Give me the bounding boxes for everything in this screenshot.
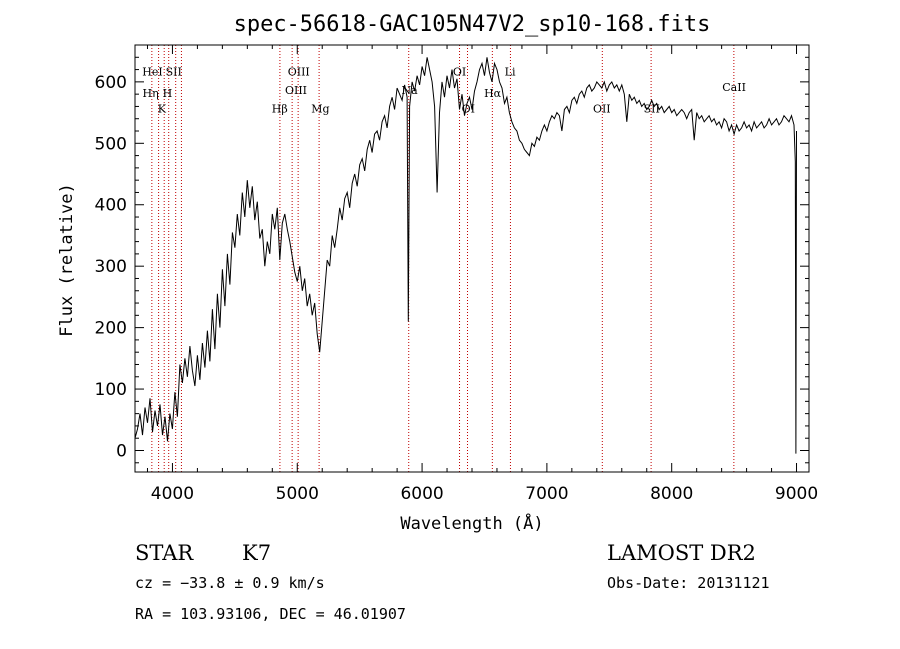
x-tick-label: 9000 (775, 484, 818, 504)
line-label: Hα (484, 87, 502, 100)
spectrum-line (134, 57, 797, 454)
line-label: HeI (142, 66, 162, 79)
x-tick-label: 7000 (525, 484, 568, 504)
line-label: SII (166, 66, 182, 79)
line-label: Mg (311, 103, 329, 116)
x-tick-label: 6000 (400, 484, 443, 504)
x-axis-label: Wavelength (Å) (400, 512, 543, 534)
x-tick-label: 8000 (650, 484, 693, 504)
y-tick-label: 400 (95, 196, 127, 216)
line-label: SII (644, 103, 660, 116)
y-tick-label: 0 (116, 441, 127, 461)
chart-title: spec-56618-GAC105N47V2_sp10-168.fits (234, 12, 711, 37)
line-label: Hη (143, 87, 159, 100)
x-tick-label: 5000 (276, 484, 319, 504)
x-tick-label: 4000 (151, 484, 194, 504)
line-label: OI (453, 66, 466, 79)
line-label: OIII (285, 84, 307, 97)
y-tick-label: 600 (95, 73, 127, 93)
object-class: STAR (135, 541, 194, 565)
x-axis: 4000 5000 6000 7000 8000 9000 (146, 45, 818, 504)
observation-date: Obs-Date: 20131121 (607, 574, 770, 592)
line-label: Li (505, 66, 516, 79)
y-tick-label: 100 (95, 380, 127, 400)
line-label: OIII (288, 66, 310, 79)
line-label: CaII (722, 81, 746, 94)
y-axis: 0 100 200 300 400 500 600 (95, 44, 809, 464)
y-tick-label: 300 (95, 257, 127, 277)
line-label: Hβ (272, 103, 288, 116)
y-axis-label: Flux (relative) (57, 183, 77, 337)
y-tick-label: 200 (95, 319, 127, 339)
line-label: OII (593, 103, 611, 116)
redshift-velocity: cz = −33.8 ± 0.9 km/s (135, 574, 325, 592)
sky-coordinates: RA = 103.93106, DEC = 46.01907 (135, 605, 406, 623)
y-tick-label: 500 (95, 134, 127, 154)
spectral-subclass: K7 (242, 541, 271, 565)
line-label: H (163, 87, 173, 100)
survey-name: LAMOST DR2 (607, 541, 756, 565)
line-label: K (158, 103, 167, 116)
